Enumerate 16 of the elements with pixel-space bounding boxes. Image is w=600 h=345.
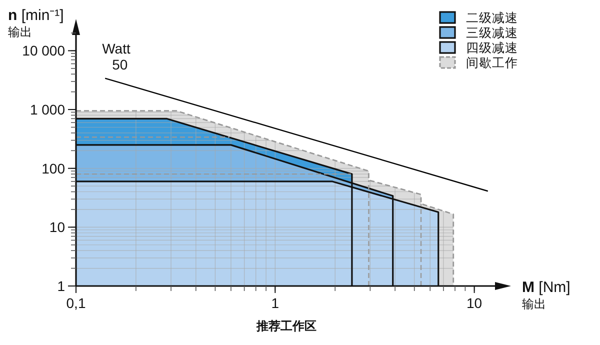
y-tick-label: 10 [49, 219, 66, 236]
x-tick-label: 10 [466, 295, 482, 311]
legend-label: 二级减速 [466, 11, 518, 25]
x-tick-label: 1 [271, 295, 280, 311]
y-tick-label: 1 000 [30, 102, 66, 118]
y-tick-label: 10 000 [22, 42, 66, 59]
annotation: Watt 50 [102, 40, 130, 72]
legend-label: 间歇工作 [466, 56, 518, 70]
text: 推荐工作区 [256, 319, 316, 333]
x-tick-label: 0,1 [66, 295, 86, 311]
legend-label: 三级减速 [466, 26, 518, 40]
x-axis-title: M [Nm] 输出 [522, 279, 570, 311]
legend-label: 四级减速 [466, 41, 518, 55]
y-tick-label: 1 [57, 278, 66, 294]
y-tick-label: 100 [42, 160, 66, 176]
y-axis-title: n [min⁻¹] 输出 [8, 7, 64, 39]
